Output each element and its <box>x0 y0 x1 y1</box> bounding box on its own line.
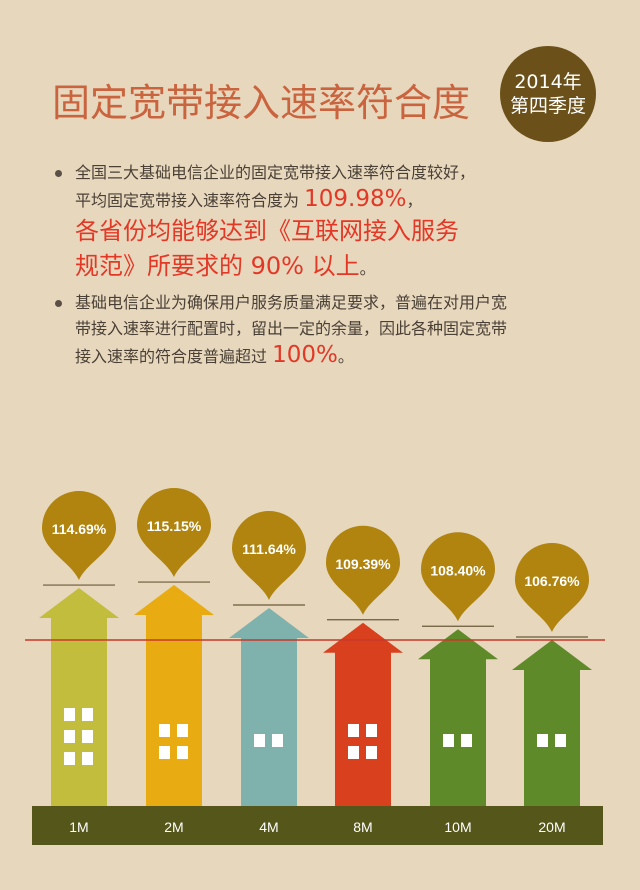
value-marker <box>326 525 400 615</box>
value-label: 106.76% <box>524 573 580 589</box>
bar-arrow <box>418 629 498 806</box>
summary-text: 全国三大基础电信企业的固定宽带接入速率符合度较好， 平均固定宽带接入速率符合度为… <box>55 160 615 370</box>
window <box>64 708 75 721</box>
bullet-1-text: 平均固定宽带接入速率符合度为 <box>75 191 300 210</box>
window <box>461 734 472 747</box>
value-label: 111.64% <box>242 541 296 557</box>
window <box>177 746 188 759</box>
window <box>159 724 170 737</box>
bullet-1: 全国三大基础电信企业的固定宽带接入速率符合度较好， 平均固定宽带接入速率符合度为… <box>55 160 615 286</box>
bullet-2: 基础电信企业为确保用户服务质量满足要求，普遍在对用户宽 带接入速率进行配置时，留… <box>55 290 615 370</box>
category-label: 2M <box>164 819 183 835</box>
category-label: 8M <box>353 819 372 835</box>
window <box>348 746 359 759</box>
bullet-1-red1: 各省份均能够达到《互联网接入服务 <box>75 217 459 245</box>
window <box>555 734 566 747</box>
bullet-2-line1: 基础电信企业为确保用户服务质量满足要求，普遍在对用户宽 <box>75 293 508 312</box>
bullet-2-line3: 接入速率的符合度普遍超过 100%。 <box>75 342 615 370</box>
bullet-1-line2: 平均固定宽带接入速率符合度为 109.98%， <box>75 186 615 214</box>
window <box>159 746 170 759</box>
value-label: 114.69% <box>52 521 107 537</box>
value-marker <box>421 532 495 622</box>
bullet-2-line2: 带接入速率进行配置时，留出一定的余量，因此各种固定宽带 <box>75 319 508 338</box>
bar-arrow <box>229 608 309 806</box>
window <box>443 734 454 747</box>
category-label: 20M <box>538 819 565 835</box>
bullet-2-text: 接入速率的符合度普遍超过 <box>75 347 268 366</box>
bar-arrow <box>512 640 592 806</box>
window <box>82 708 93 721</box>
value-marker <box>137 488 211 578</box>
bullet-1-line1: 全国三大基础电信企业的固定宽带接入速率符合度较好， <box>75 163 476 182</box>
window <box>366 746 377 759</box>
window <box>348 724 359 737</box>
value-label: 109.39% <box>335 556 391 572</box>
category-label: 1M <box>69 819 88 835</box>
category-label: 10M <box>444 819 471 835</box>
category-axis-bar <box>32 806 603 845</box>
category-label: 4M <box>259 819 278 835</box>
badge-year: 2014年 <box>514 71 582 93</box>
period-badge: 2014年 第四季度 <box>500 46 596 142</box>
page-title: 固定宽带接入速率符合度 <box>52 81 471 125</box>
window <box>64 730 75 743</box>
bullet-1-red-tail: 。 <box>359 259 376 278</box>
badge-quarter: 第四季度 <box>509 95 586 117</box>
value-label: 108.40% <box>430 562 486 578</box>
window <box>537 734 548 747</box>
bar-arrow <box>39 588 119 806</box>
bar-arrow <box>134 585 214 806</box>
window <box>82 730 93 743</box>
value-marker <box>232 511 306 601</box>
value-marker <box>42 491 116 581</box>
window <box>64 752 75 765</box>
bar-arrow <box>323 622 403 806</box>
average-value: 109.98% <box>304 186 407 212</box>
bullet-2-tail: 。 <box>337 347 354 366</box>
bullet-1-red2-text: 规范》所要求的 90% 以上 <box>75 252 360 280</box>
bullet-1-red2: 规范》所要求的 90% 以上。 <box>75 249 615 286</box>
window <box>177 724 188 737</box>
window <box>254 734 265 747</box>
window <box>272 734 283 747</box>
value-marker <box>515 543 589 632</box>
bullet-1-tail: ， <box>406 191 423 210</box>
value-label: 115.15% <box>147 518 202 534</box>
window <box>366 724 377 737</box>
window <box>82 752 93 765</box>
threshold-value: 100% <box>272 342 338 368</box>
